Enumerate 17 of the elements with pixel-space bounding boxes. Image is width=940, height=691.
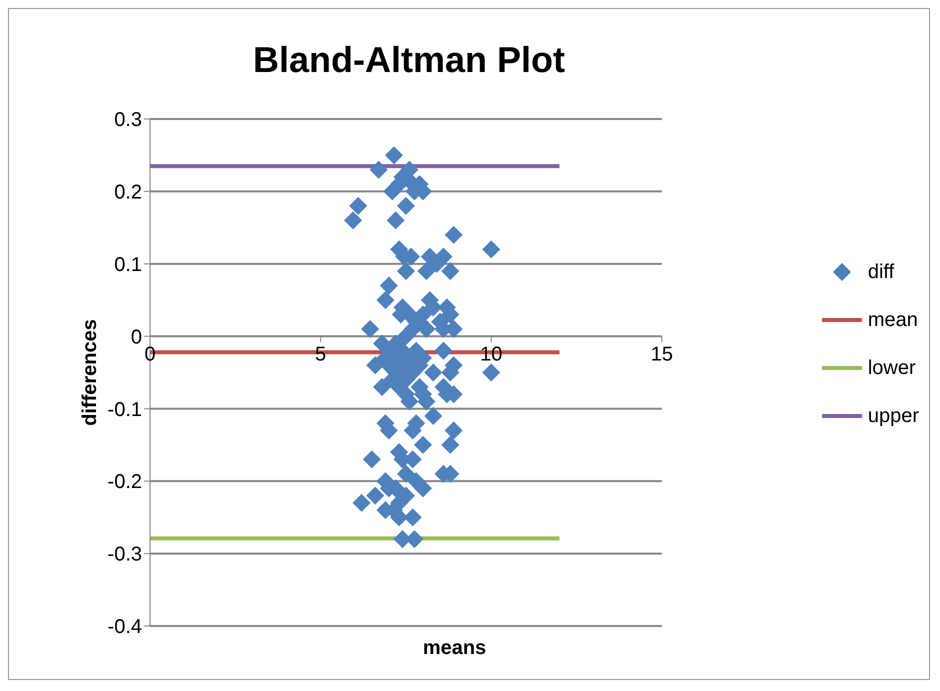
legend-label: mean [868,308,918,332]
legend-label: upper [868,404,919,428]
y-tick-label: -0.4 [108,616,142,638]
y-tick-label: 0.1 [114,254,142,276]
y-tick-label: -0.3 [108,544,142,566]
legend-label: lower [868,356,916,380]
y-tick-label: 0.3 [114,109,142,132]
y-tick-label: 0 [130,326,142,348]
x-axis-title: means [422,637,488,660]
y-axis-title: differences [79,319,102,426]
y-tick-label: -0.2 [108,471,142,494]
y-tick-label: 0.2 [114,182,142,204]
chart-title: Bland-Altman Plot [252,39,566,81]
y-tick-label: -0.1 [108,398,142,421]
x-tick-label: 0 [144,343,156,366]
x-tick-label: 15 [650,343,673,366]
legend-label: diff [868,260,894,284]
